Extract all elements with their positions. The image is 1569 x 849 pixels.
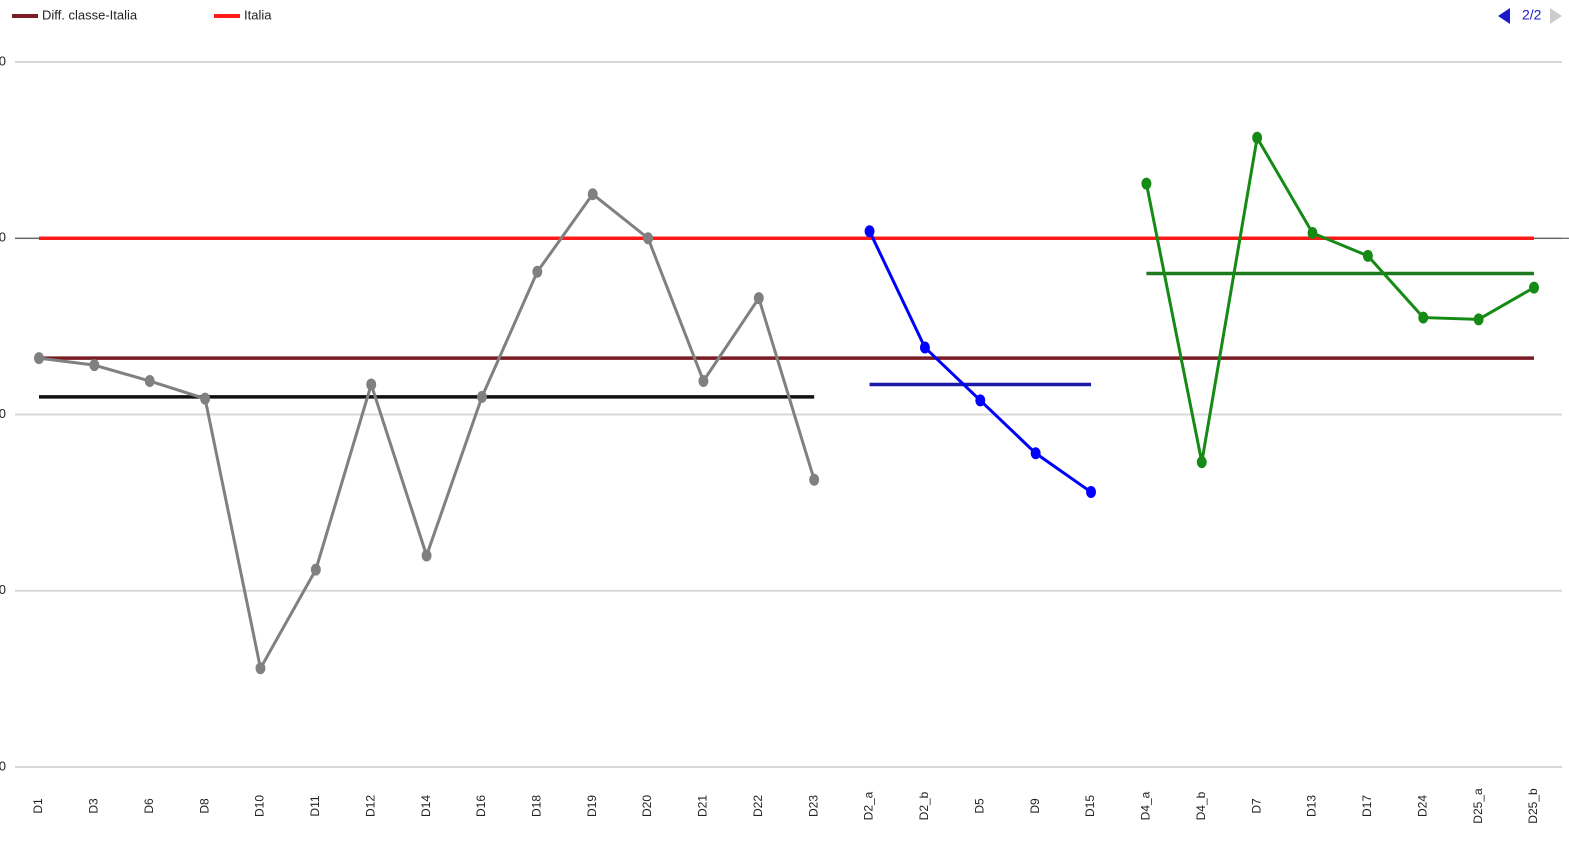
point	[1529, 281, 1539, 294]
point	[1418, 311, 1429, 324]
y-tick-label: -20	[0, 582, 6, 597]
x-tick-label: D10	[253, 795, 267, 817]
x-tick-label: D20	[640, 795, 654, 817]
point	[476, 390, 487, 403]
x-tick-label: D9	[1028, 798, 1042, 814]
point	[753, 292, 764, 305]
point	[532, 265, 543, 278]
x-tick-label: D2_a	[862, 791, 876, 820]
point	[421, 549, 432, 562]
point	[1030, 447, 1041, 460]
x-tick-label: D24	[1415, 795, 1429, 817]
x-tick-label: D8	[197, 798, 211, 814]
x-tick-label: D4_b	[1194, 791, 1208, 820]
point	[698, 375, 709, 388]
x-tick-label: D15	[1083, 795, 1097, 817]
y-tick-label: -10	[0, 406, 6, 421]
point	[864, 225, 875, 238]
point	[643, 232, 654, 245]
x-tick-label: D4_a	[1139, 791, 1153, 820]
x-tick-label: D1	[31, 798, 45, 814]
point	[1307, 226, 1318, 239]
point	[34, 352, 44, 365]
y-tick-label: 10	[0, 53, 6, 68]
point	[200, 392, 211, 405]
point	[89, 359, 100, 372]
point	[255, 662, 266, 675]
point	[975, 394, 986, 407]
x-tick-label: D11	[308, 795, 322, 816]
x-tick-label: D7	[1249, 798, 1263, 814]
point	[1086, 486, 1097, 499]
y-tick-label: 0	[0, 230, 6, 245]
x-tick-label: D17	[1360, 795, 1374, 817]
x-tick-label: D23	[806, 795, 820, 817]
x-tick-label: D25_b	[1526, 788, 1540, 824]
point	[1473, 313, 1484, 326]
x-tick-label: D25_a	[1471, 788, 1485, 824]
point	[1196, 456, 1207, 469]
x-tick-label: D21	[696, 795, 710, 817]
point	[919, 341, 930, 354]
x-tick-label: D19	[585, 795, 599, 817]
x-tick-label: D5	[972, 798, 986, 814]
x-tick-label: D14	[419, 795, 433, 817]
pager-prev[interactable]	[1498, 8, 1510, 24]
x-tick-label: D13	[1305, 795, 1319, 817]
point	[144, 375, 155, 388]
point	[587, 188, 598, 201]
pager-next[interactable]	[1550, 8, 1562, 24]
x-tick-label: D18	[530, 795, 544, 817]
x-tick-label: D6	[142, 798, 156, 814]
x-tick-label: D2_b	[917, 791, 931, 820]
x-tick-label: D3	[87, 798, 101, 814]
x-tick-label: D22	[751, 795, 765, 817]
point	[1141, 177, 1152, 190]
x-tick-label: D16	[474, 795, 488, 817]
legend-label: Italia	[244, 7, 272, 22]
point	[366, 378, 377, 391]
series-line	[1144, 133, 1535, 463]
series-line	[38, 192, 816, 673]
point	[1252, 131, 1263, 144]
series-line	[868, 230, 1092, 494]
y-tick-label: -30	[0, 758, 6, 773]
point	[809, 473, 820, 486]
point	[310, 563, 321, 576]
x-tick-label: D12	[363, 795, 377, 817]
pager-label: 2/2	[1522, 7, 1542, 23]
point	[1362, 249, 1373, 262]
legend-label: Diff. classe-Italia	[42, 7, 138, 22]
